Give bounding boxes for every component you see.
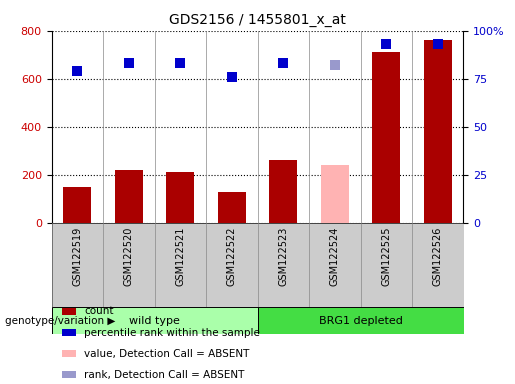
Text: value, Detection Call = ABSENT: value, Detection Call = ABSENT [84, 349, 249, 359]
Point [279, 60, 287, 66]
Bar [114, 170, 143, 223]
Title: GDS2156 / 1455801_x_at: GDS2156 / 1455801_x_at [169, 13, 346, 27]
Point [434, 41, 442, 47]
Point [73, 68, 81, 74]
Bar [269, 161, 297, 223]
Text: GSM122523: GSM122523 [278, 227, 288, 286]
Text: genotype/variation ▶: genotype/variation ▶ [5, 316, 115, 326]
Bar [423, 40, 452, 223]
Text: GSM122525: GSM122525 [381, 227, 391, 286]
Text: GSM122524: GSM122524 [330, 227, 340, 286]
Point [125, 60, 133, 66]
Bar [217, 192, 246, 223]
Bar [63, 187, 91, 223]
Text: rank, Detection Call = ABSENT: rank, Detection Call = ABSENT [84, 370, 244, 380]
Point [228, 74, 236, 80]
Bar [166, 172, 194, 223]
Text: GSM122519: GSM122519 [72, 227, 82, 286]
Point [382, 41, 390, 47]
Bar [258, 307, 464, 334]
Text: count: count [84, 306, 113, 316]
Bar [52, 307, 258, 334]
Text: GSM122522: GSM122522 [227, 227, 237, 286]
Point [176, 60, 184, 66]
Point [331, 62, 339, 68]
Bar [320, 165, 349, 223]
Text: percentile rank within the sample: percentile rank within the sample [84, 328, 260, 338]
Text: BRG1 depleted: BRG1 depleted [319, 316, 402, 326]
Text: GSM122520: GSM122520 [124, 227, 134, 286]
Text: GSM122526: GSM122526 [433, 227, 443, 286]
Bar [372, 52, 400, 223]
Text: GSM122521: GSM122521 [175, 227, 185, 286]
Text: wild type: wild type [129, 316, 180, 326]
